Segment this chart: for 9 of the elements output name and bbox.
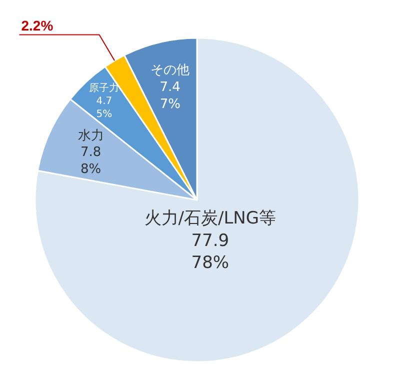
data-label: 7.8 8% [80, 145, 102, 178]
data-label: 77.9 78% [191, 230, 230, 273]
slice-label: その他 [150, 63, 190, 78]
data-label: 7.4 7% [160, 80, 180, 112]
data-label: 2.2% [21, 18, 54, 34]
data-label: 4.7 5% [96, 96, 112, 120]
slice-label: 火力/石炭/LNG等 [144, 208, 276, 229]
slice-label: 水力 [78, 128, 104, 144]
slice-label: 原子力 [89, 82, 120, 94]
